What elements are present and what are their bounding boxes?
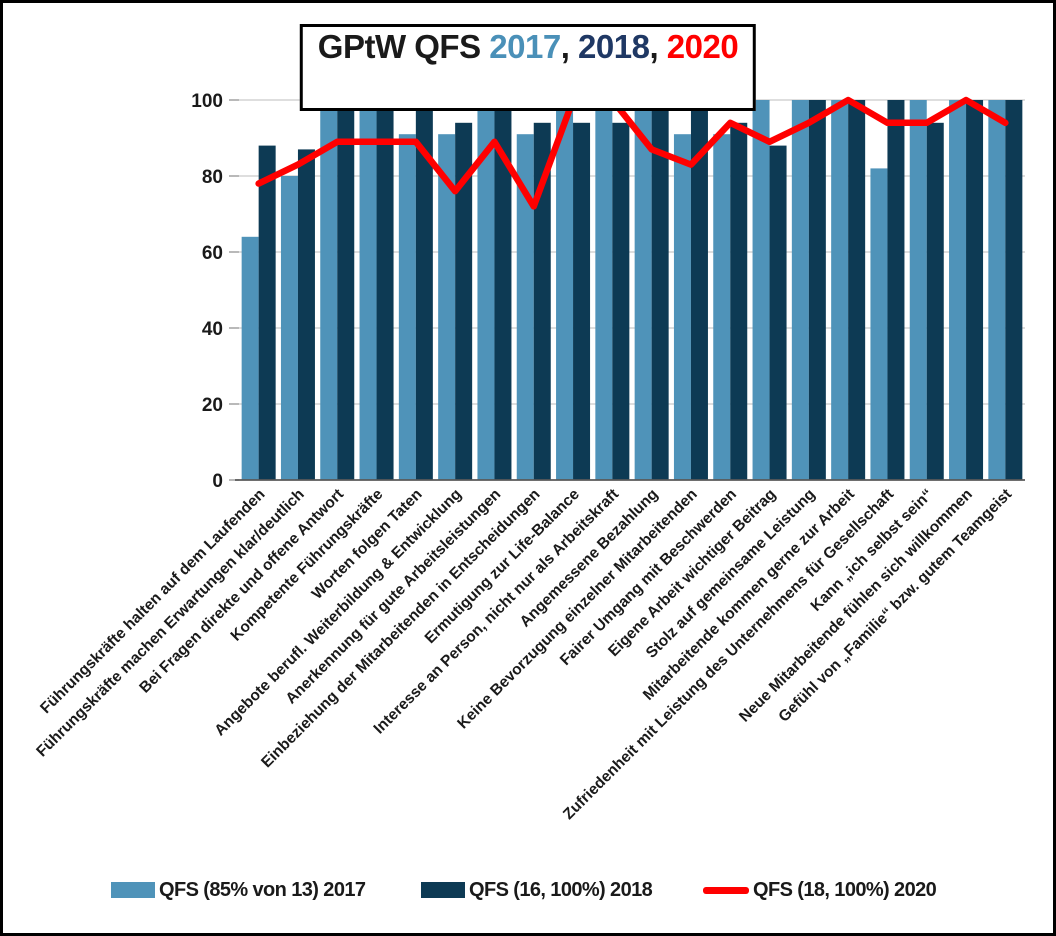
- bar-2017-13: [713, 134, 731, 480]
- x-category-label-2: Führungskräfte machen Erwartungen klar/d…: [33, 486, 308, 761]
- legend-swatch-2018: [421, 882, 465, 898]
- title-prefix: GPtW QFS: [317, 28, 490, 65]
- bar-2017-16: [831, 100, 849, 480]
- legend: QFS (85% von 13) 2017 QFS (16, 100%) 201…: [3, 875, 1053, 915]
- bar-2017-15: [791, 100, 809, 480]
- bar-2018-12: [690, 100, 708, 480]
- bar-2017-19: [949, 100, 967, 480]
- bar-2017-8: [516, 134, 534, 480]
- bar-2018-9: [573, 122, 591, 481]
- bar-2018-17: [887, 100, 905, 480]
- bar-2018-2: [297, 149, 315, 480]
- chart-title: GPtW QFS 2017, 2018, 2020: [299, 24, 757, 111]
- bar-2018-4: [376, 100, 394, 480]
- y-tick-label: 60: [202, 243, 223, 264]
- bar-2017-4: [359, 100, 377, 480]
- bar-2018-16: [848, 100, 866, 480]
- bar-2017-10: [595, 100, 613, 480]
- bar-2017-18: [909, 100, 927, 480]
- bar-2017-17: [870, 168, 888, 480]
- y-tick-label: 100: [191, 91, 223, 112]
- line-2020: [255, 96, 1009, 210]
- legend-line-swatch-2020: [703, 886, 749, 894]
- bar-2018-11: [651, 100, 669, 480]
- y-tick-label: 40: [202, 319, 223, 340]
- bar-2017-1: [241, 236, 259, 480]
- legend-item-2018: QFS (16, 100%) 2018: [421, 875, 653, 905]
- bar-2018-1: [258, 145, 276, 480]
- bar-2017-7: [477, 100, 495, 480]
- bar-2018-14: [769, 145, 787, 480]
- bar-2018-5: [415, 100, 433, 480]
- legend-swatch-2017: [111, 882, 155, 898]
- legend-item-2020: QFS (18, 100%) 2020: [703, 875, 937, 905]
- legend-label-2020: QFS (18, 100%) 2020: [753, 878, 937, 901]
- title-separator: ,: [560, 28, 579, 65]
- legend-item-2017: QFS (85% von 13) 2017: [111, 875, 366, 905]
- y-tick-label: 0: [212, 471, 223, 492]
- bar-2017-6: [438, 134, 456, 480]
- bar-2018-10: [612, 122, 630, 481]
- bar-2018-7: [494, 100, 512, 480]
- y-tick-label: 80: [202, 167, 223, 188]
- bar-2018-20: [1005, 100, 1023, 480]
- y-tick-label: 20: [202, 395, 223, 416]
- bar-2017-20: [988, 100, 1006, 480]
- title-year-2017: 2017: [489, 28, 561, 65]
- bar-2018-8: [533, 122, 551, 481]
- legend-label-2018: QFS (16, 100%) 2018: [469, 878, 653, 901]
- bar-2017-5: [398, 134, 416, 480]
- title-separator: ,: [649, 28, 667, 65]
- legend-label-2017: QFS (85% von 13) 2017: [159, 878, 366, 901]
- bar-2017-11: [634, 100, 652, 480]
- bar-2018-18: [926, 122, 944, 481]
- bar-2017-2: [280, 176, 298, 480]
- bar-2018-3: [337, 100, 355, 480]
- bar-2017-9: [556, 100, 574, 480]
- bar-2018-13: [730, 122, 748, 481]
- bar-2018-19: [966, 100, 984, 480]
- title-year-2020: 2020: [666, 28, 739, 65]
- bar-2017-14: [752, 100, 770, 480]
- title-year-2018: 2018: [578, 28, 650, 65]
- bar-2017-12: [673, 134, 691, 480]
- bar-2017-3: [320, 100, 338, 480]
- bar-2018-6: [455, 122, 473, 481]
- bar-2018-15: [808, 100, 826, 480]
